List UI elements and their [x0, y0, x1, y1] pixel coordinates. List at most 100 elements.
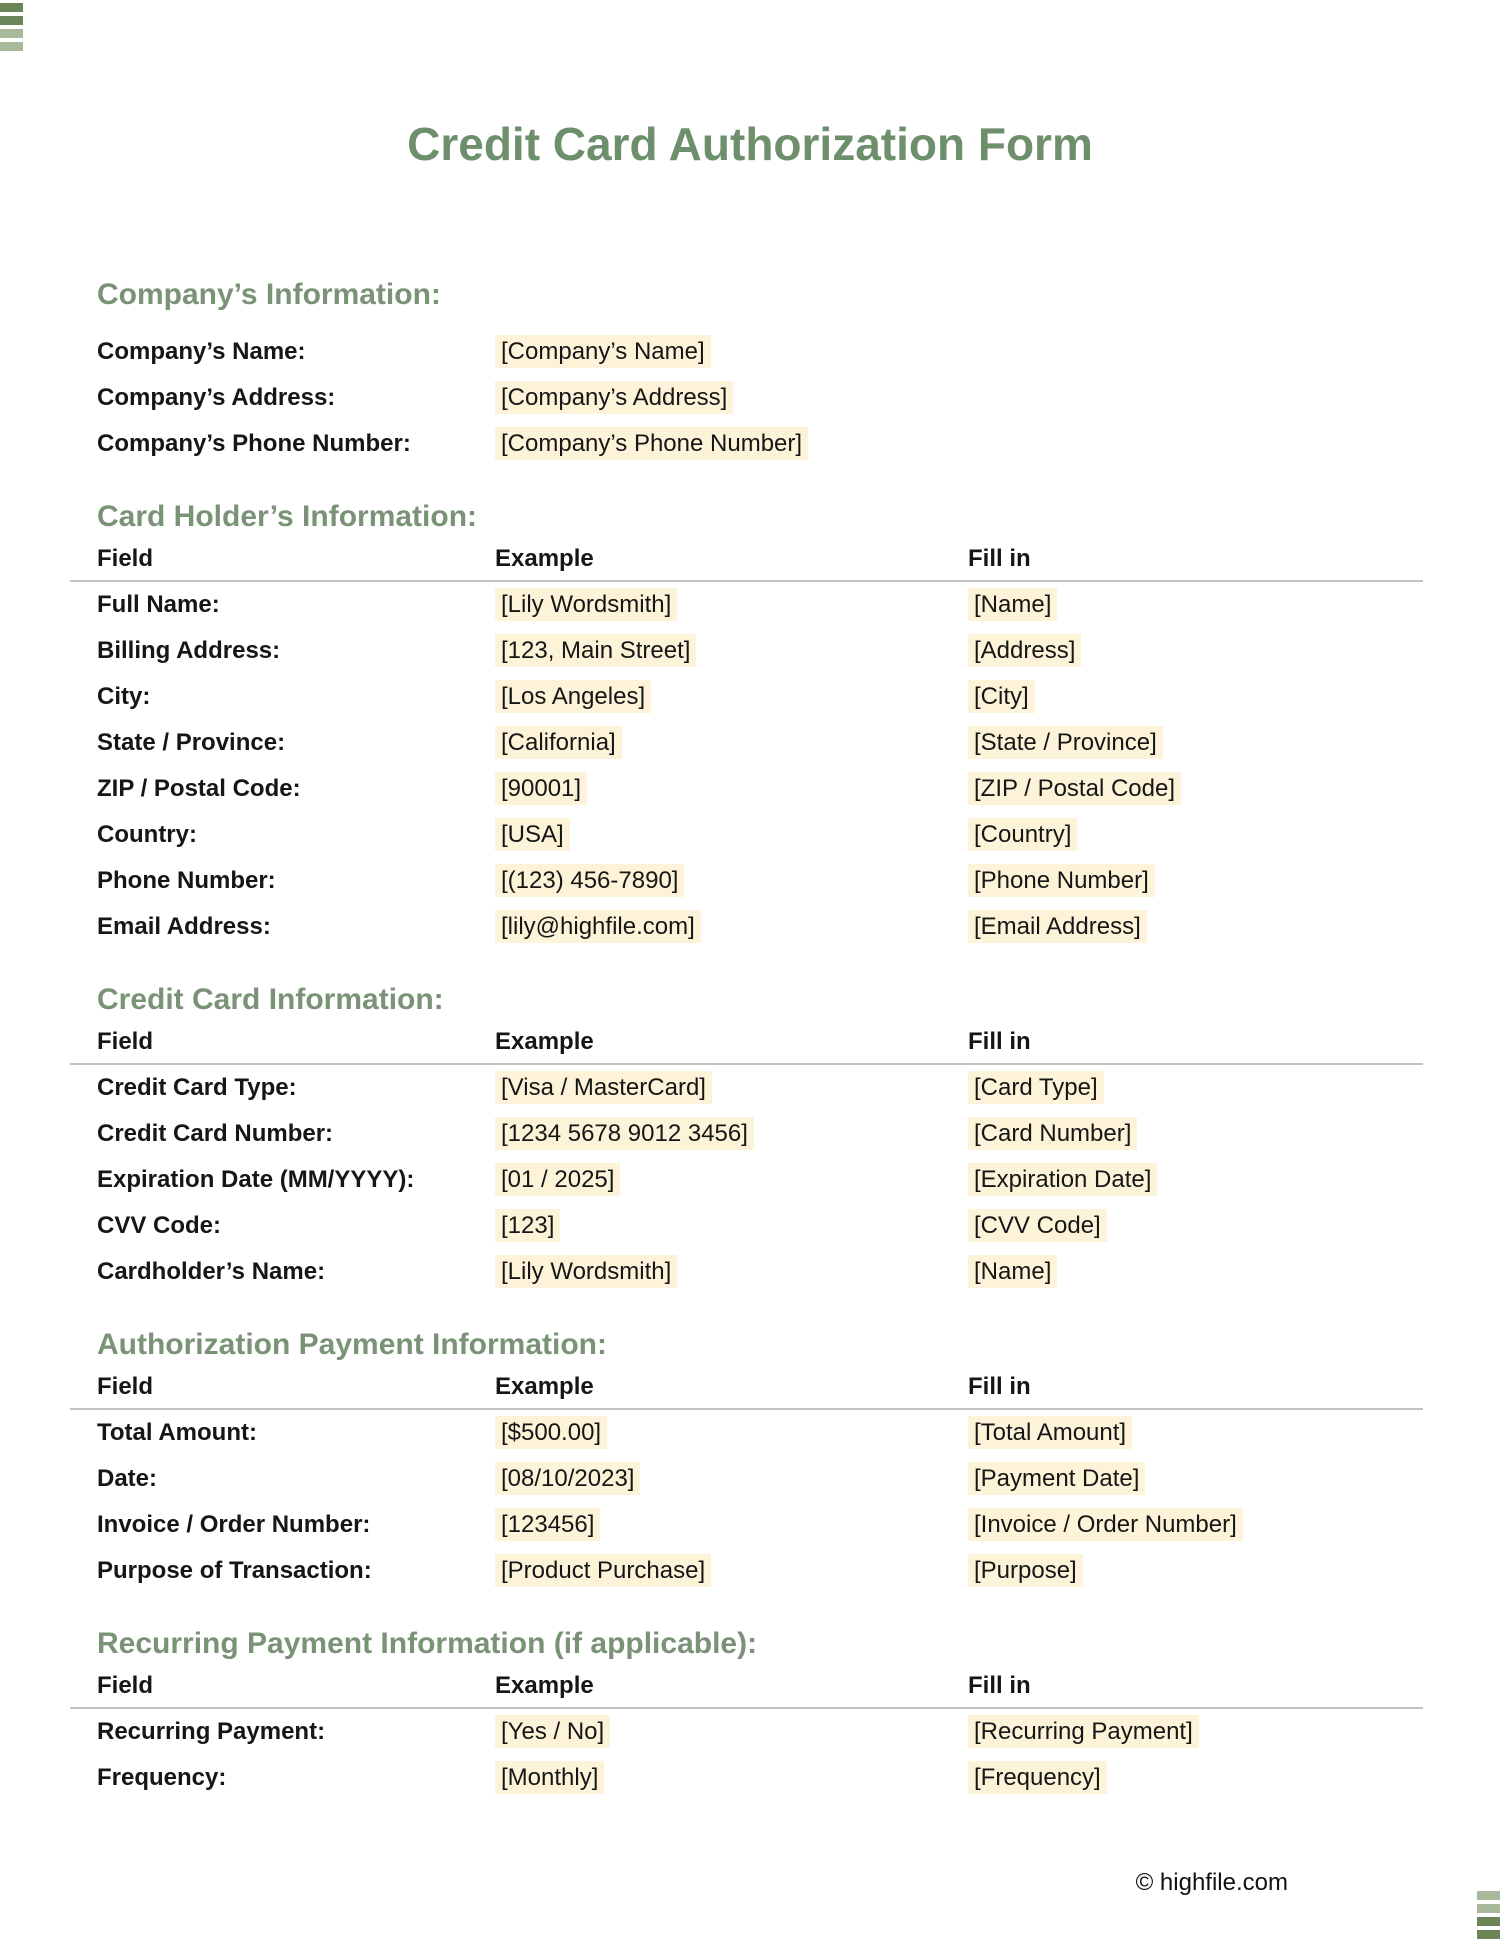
fill-in-placeholder[interactable]: [State / Province] — [968, 725, 1163, 759]
copyright-text: © highfile.com — [1135, 1869, 1288, 1896]
highfile-logo-bars-icon — [1477, 1891, 1500, 1939]
fill-in-placeholder[interactable]: [Expiration Date] — [968, 1162, 1158, 1196]
table-row: Company’s Address: [Company’s Address] — [70, 375, 1423, 421]
fill-in-placeholder[interactable]: [Invoice / Order Number] — [968, 1507, 1243, 1541]
fill-in-placeholder[interactable]: [Total Amount] — [968, 1415, 1133, 1449]
fill-in-cell: [Frequency] — [941, 1760, 1423, 1794]
company-name-placeholder[interactable]: [Company’s Name] — [495, 334, 711, 368]
field-label: CVV Code: — [97, 1211, 222, 1239]
fill-in-placeholder[interactable]: [Card Type] — [968, 1070, 1104, 1104]
fill-in-cell: [Payment Date] — [941, 1461, 1423, 1495]
column-header-fill-in: Fill in — [968, 1027, 1031, 1055]
example-cell: [$500.00] — [468, 1415, 941, 1449]
example-cell: [Visa / MasterCard] — [468, 1070, 941, 1104]
fill-in-cell: [Card Number] — [941, 1116, 1423, 1150]
fill-in-placeholder[interactable]: [Country] — [968, 817, 1078, 851]
table-row: Purpose of Transaction: [Product Purchas… — [70, 1548, 1423, 1594]
example-cell: [08/10/2023] — [468, 1461, 941, 1495]
field-label: Country: — [97, 820, 197, 848]
company-phone-placeholder[interactable]: [Company’s Phone Number] — [495, 426, 809, 460]
example-highlight: [(123) 456-7890] — [495, 863, 685, 897]
table-row: Company’s Name: [Company’s Name] — [70, 329, 1423, 375]
column-header-field: Field — [97, 1671, 154, 1699]
table-row: Expiration Date (MM/YYYY): [01 / 2025] [… — [70, 1157, 1423, 1203]
fill-in-cell: [Phone Number] — [941, 863, 1423, 897]
example-cell: [USA] — [468, 817, 941, 851]
field-label: Cardholder’s Name: — [97, 1257, 326, 1285]
field-label: Frequency: — [97, 1763, 227, 1791]
fill-in-cell: [City] — [941, 679, 1423, 713]
fill-in-placeholder[interactable]: [Phone Number] — [968, 863, 1155, 897]
fill-in-cell: [Name] — [941, 587, 1423, 621]
table-row: Country: [USA] [Country] — [70, 812, 1423, 858]
fill-in-placeholder[interactable]: [Frequency] — [968, 1760, 1107, 1794]
card-holder-table: Field Example Fill in Full Name: [Lily W… — [70, 535, 1423, 950]
table-row: Frequency: [Monthly] [Frequency] — [70, 1755, 1423, 1801]
example-cell: [01 / 2025] — [468, 1162, 941, 1196]
fill-in-placeholder[interactable]: [Recurring Payment] — [968, 1714, 1199, 1748]
fill-in-placeholder[interactable]: [CVV Code] — [968, 1208, 1107, 1242]
example-cell: [Los Angeles] — [468, 679, 941, 713]
field-label: Company’s Phone Number: — [97, 429, 411, 457]
example-cell: [Product Purchase] — [468, 1553, 941, 1587]
fill-in-placeholder[interactable]: [Name] — [968, 587, 1058, 621]
fill-in-placeholder[interactable]: [Purpose] — [968, 1553, 1083, 1587]
example-highlight: [Los Angeles] — [495, 679, 652, 713]
table-row: Billing Address: [123, Main Street] [Add… — [70, 628, 1423, 674]
table-row: Cardholder’s Name: [Lily Wordsmith] [Nam… — [70, 1249, 1423, 1295]
fill-in-placeholder[interactable]: [Card Number] — [968, 1116, 1138, 1150]
field-label: Company’s Name: — [97, 337, 306, 365]
fill-in-cell: [Name] — [941, 1254, 1423, 1288]
fill-in-placeholder[interactable]: [Name] — [968, 1254, 1058, 1288]
field-label: Billing Address: — [97, 636, 281, 664]
column-header-example: Example — [495, 1372, 594, 1400]
column-header-field: Field — [97, 1372, 154, 1400]
fill-in-placeholder[interactable]: [Email Address] — [968, 909, 1147, 943]
example-highlight: [1234 5678 9012 3456] — [495, 1116, 754, 1150]
table-header-row: Field Example Fill in — [70, 1662, 1423, 1709]
field-label: Invoice / Order Number: — [97, 1510, 371, 1538]
column-header-example: Example — [495, 544, 594, 572]
field-label: Purpose of Transaction: — [97, 1556, 372, 1584]
fill-in-placeholder[interactable]: [Address] — [968, 633, 1082, 667]
fill-in-placeholder[interactable]: [City] — [968, 679, 1035, 713]
table-row: Company’s Phone Number: [Company’s Phone… — [70, 421, 1423, 467]
column-header-fill-in: Fill in — [968, 544, 1031, 572]
fill-in-placeholder[interactable]: [ZIP / Postal Code] — [968, 771, 1181, 805]
table-row: Invoice / Order Number: [123456] [Invoic… — [70, 1502, 1423, 1548]
fill-in-placeholder[interactable]: [Payment Date] — [968, 1461, 1146, 1495]
section-heading-recurring-payment: Recurring Payment Information (if applic… — [97, 1626, 758, 1660]
fill-in-cell: [Expiration Date] — [941, 1162, 1423, 1196]
section-heading-company-info: Company’s Information: — [97, 277, 441, 311]
example-cell: [Lily Wordsmith] — [468, 1254, 941, 1288]
company-address-placeholder[interactable]: [Company’s Address] — [495, 380, 734, 414]
table-row: Email Address: [lily@highfile.com] [Emai… — [70, 904, 1423, 950]
section-heading-authorization-payment: Authorization Payment Information: — [97, 1327, 607, 1361]
fill-in-cell: [Email Address] — [941, 909, 1423, 943]
field-label: Expiration Date (MM/YYYY): — [97, 1165, 415, 1193]
field-label: Phone Number: — [97, 866, 276, 894]
example-cell: [123] — [468, 1208, 941, 1242]
fill-in-cell: [Invoice / Order Number] — [941, 1507, 1423, 1541]
example-cell: [lily@highfile.com] — [468, 909, 941, 943]
field-label: Date: — [97, 1464, 158, 1492]
fill-in-cell: [CVV Code] — [941, 1208, 1423, 1242]
example-highlight: [Visa / MasterCard] — [495, 1070, 712, 1104]
example-highlight: [Lily Wordsmith] — [495, 587, 678, 621]
table-row: Total Amount: [$500.00] [Total Amount] — [70, 1410, 1423, 1456]
logo-bar — [0, 16, 23, 25]
example-cell: [1234 5678 9012 3456] — [468, 1116, 941, 1150]
column-header-example: Example — [495, 1671, 594, 1699]
credit-card-table: Field Example Fill in Credit Card Type: … — [70, 1018, 1423, 1295]
recurring-payment-table: Field Example Fill in Recurring Payment:… — [70, 1662, 1423, 1801]
page-title: Credit Card Authorization Form — [407, 118, 1093, 170]
logo-bar — [0, 42, 23, 51]
value-cell: [Company’s Phone Number] — [468, 426, 1423, 460]
value-cell: [Company’s Name] — [468, 334, 1423, 368]
example-highlight: [California] — [495, 725, 622, 759]
table-row: State / Province: [California] [State / … — [70, 720, 1423, 766]
table-row: CVV Code: [123] [CVV Code] — [70, 1203, 1423, 1249]
example-highlight: [lily@highfile.com] — [495, 909, 701, 943]
fill-in-cell: [Purpose] — [941, 1553, 1423, 1587]
